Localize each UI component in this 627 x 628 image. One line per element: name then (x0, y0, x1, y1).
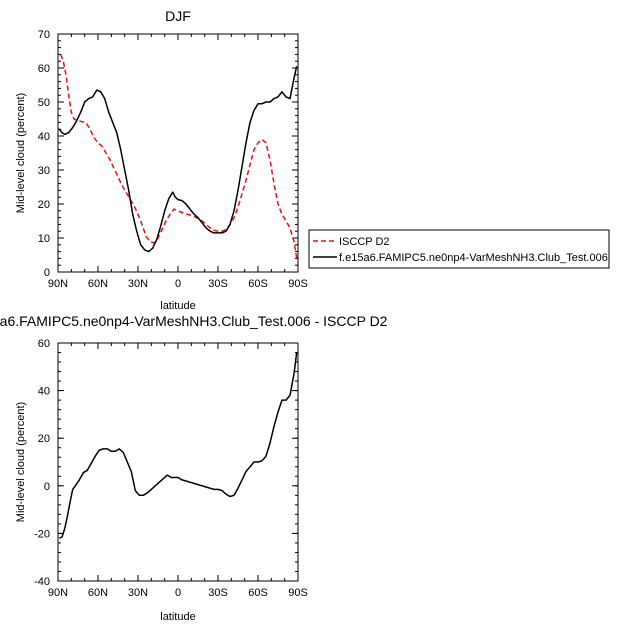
bottom-panel-y-tick-label: 20 (38, 433, 50, 445)
legend-box (308, 229, 610, 269)
bottom-panel-y-axis-label: Mid-level cloud (percent) (15, 402, 27, 522)
top-panel-x-tick-label: 30N (128, 278, 148, 290)
top-panel-x-tick-label: 30S (208, 278, 228, 290)
top-panel-series-line-1 (58, 66, 298, 253)
top-panel: DJF Mid-level cloud (percent) latitude 9… (15, 8, 308, 312)
top-panel-lines (58, 54, 298, 259)
bottom-panel-y-tick-label: -40 (34, 576, 50, 588)
legend-label-model: f.e15a6.FAMIPC5.ne0np4-VarMeshNH3.Club_T… (339, 252, 608, 264)
top-panel-x-axis-label: latitude (160, 300, 195, 312)
top-panel-y-tick-label: 70 (38, 29, 50, 41)
top-panel-x-tick-label: 90N (48, 278, 68, 290)
top-panel-y-tick-label: 40 (38, 131, 50, 143)
bottom-panel-y-tick-label: 40 (38, 386, 50, 398)
bottom-panel-x-tick-label: 60N (88, 587, 108, 599)
bottom-panel-y-tick-label: 60 (38, 338, 50, 350)
bottom-panel-x-tick-label: 30N (128, 587, 148, 599)
top-panel-y-axis-label: Mid-level cloud (percent) (15, 93, 27, 213)
bottom-panel-x-tick-label: 90N (48, 587, 68, 599)
top-panel-ticks: 90N 60N 30N 0 30S 60S 90S 0 10 20 30 40 50 60 70 (38, 29, 308, 290)
bottom-panel-series-line-0 (58, 352, 298, 539)
bottom-panel-y-tick-label: 0 (44, 481, 50, 493)
bottom-panel-plot-frame (57, 342, 299, 582)
top-panel-x-tick-label: 60N (88, 278, 108, 290)
bottom-panel-x-tick-label: 90S (288, 587, 308, 599)
bottom-panel-x-tick-label: 0 (175, 587, 181, 599)
top-panel-series-line-0 (59, 54, 298, 259)
bottom-panel-lines (58, 352, 298, 539)
top-panel-plot-frame (57, 33, 299, 273)
bottom-panel-x-tick-label: 30S (208, 587, 228, 599)
top-panel-y-tick-label: 50 (38, 97, 50, 109)
top-panel-y-tick-label: 60 (38, 63, 50, 75)
top-panel-y-tick-label: 0 (44, 267, 50, 279)
bottom-panel-title: f.e15a6.FAMIPC5.ne0np4-VarMeshNH3.Club_T… (0, 313, 388, 329)
top-panel-title: DJF (165, 8, 191, 24)
top-panel-y-tick-label: 10 (38, 233, 50, 245)
bottom-panel-y-tick-label: -20 (34, 528, 50, 540)
top-panel-x-tick-label: 60S (248, 278, 268, 290)
bottom-panel: f.e15a6.FAMIPC5.ne0np4-VarMeshNH3.Club_T… (0, 313, 388, 623)
bottom-panel-ticks: 90N 60N 30N 0 30S 60S 90S -40 -20 0 20 40 60 (34, 338, 308, 599)
bottom-panel-x-axis-label: latitude (160, 611, 195, 623)
top-panel-y-tick-label: 20 (38, 199, 50, 211)
top-panel-y-tick-label: 30 (38, 165, 50, 177)
legend-label-isccp: ISCCP D2 (339, 236, 390, 248)
bottom-panel-x-tick-label: 60S (248, 587, 268, 599)
top-panel-x-tick-label: 90S (288, 278, 308, 290)
top-panel-x-tick-label: 0 (175, 278, 181, 290)
legend: ISCCP D2 f.e15a6.FAMIPC5.ne0np4-VarMeshN… (308, 229, 610, 269)
